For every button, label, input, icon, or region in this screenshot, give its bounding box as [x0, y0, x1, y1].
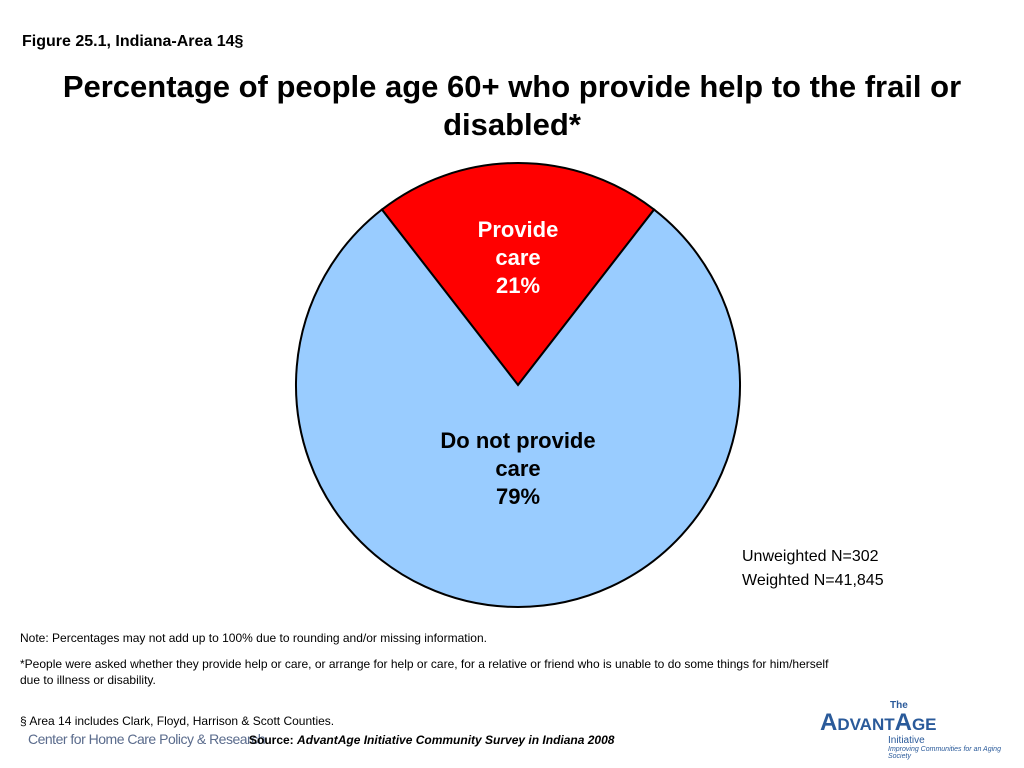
annotation: Unweighted N=302: [742, 548, 879, 565]
slice-value: 21%: [495, 273, 541, 299]
note: § Area 14 includes Clark, Floyd, Harriso…: [20, 714, 335, 728]
source: Source: AdvantAge Initiative Community S…: [249, 733, 614, 747]
annotation: Weighted N=41,845: [742, 572, 884, 589]
logo-tagline: Improving Communities for an Aging Socie…: [888, 746, 1001, 760]
pie-slice: [380, 162, 656, 387]
pie-slice: [295, 208, 741, 608]
slice-label: Do not provide care 79%: [438, 427, 598, 511]
logo-main: AdvantAge: [820, 709, 937, 736]
figure-label: Figure 25.1, Indiana-Area 14§: [22, 33, 244, 50]
slice-value: 79%: [495, 484, 541, 510]
note: Note: Percentages may not add up to 100%…: [20, 631, 487, 645]
logo-small: The: [890, 700, 908, 711]
note: *People were asked whether they provide …: [20, 657, 829, 687]
logo-sub: Initiative: [888, 735, 925, 746]
logo: Center for Home Care Policy & Research: [28, 731, 266, 747]
slice-name: Provide care: [477, 217, 559, 271]
slice-label: Provide care 21%: [463, 216, 573, 300]
chart-title: Percentage of people age 60+ who provide…: [62, 69, 962, 142]
logo: The AdvantAge Initiative Improving Commu…: [820, 700, 1024, 760]
slice-name: Do not provide care: [440, 428, 596, 482]
source-text: AdvantAge Initiative Community Survey in…: [297, 733, 615, 747]
source-label: Source:: [249, 733, 294, 747]
